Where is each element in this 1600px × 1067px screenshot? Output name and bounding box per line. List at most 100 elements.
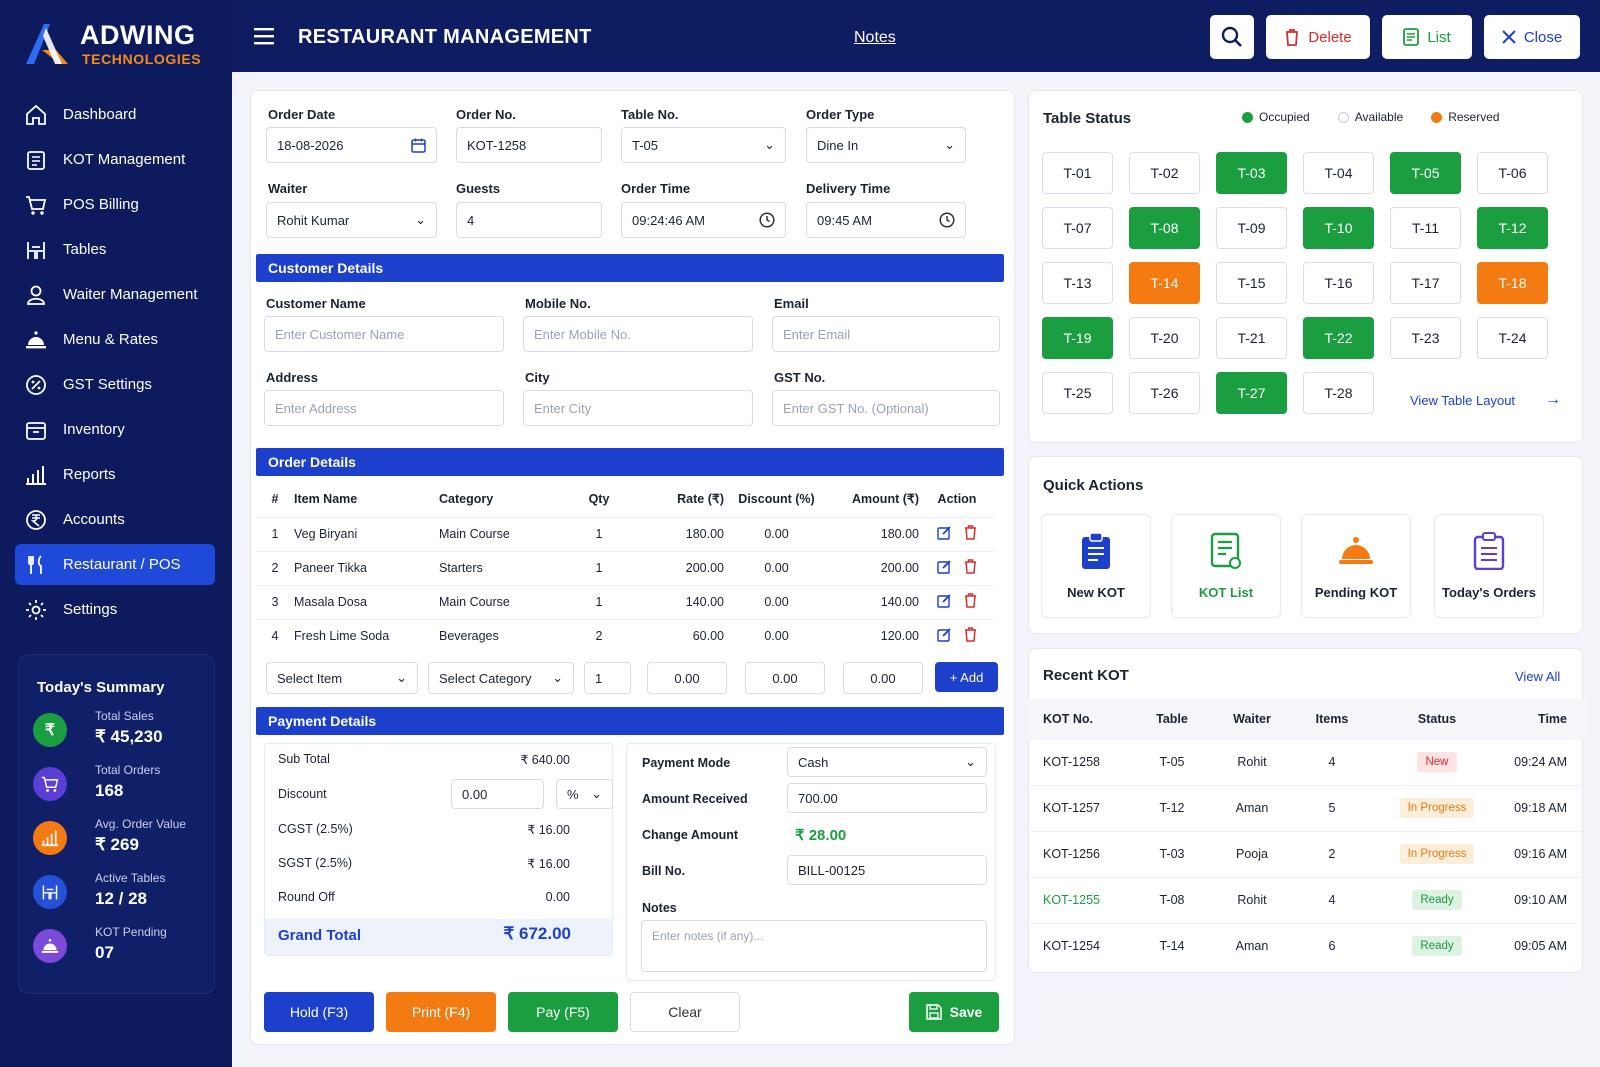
email-input[interactable]: Enter Email [772, 316, 1000, 352]
delivery-time-field[interactable]: 09:45 AM [806, 202, 966, 238]
waiter-select[interactable]: Rohit Kumar ⌄ [266, 202, 437, 238]
table-tile-t-19[interactable]: T-19 [1042, 317, 1113, 359]
table-tile-t-14[interactable]: T-14 [1129, 262, 1200, 304]
amount-received-input[interactable]: 700.00 [787, 783, 987, 813]
table-tile-t-04[interactable]: T-04 [1303, 152, 1374, 194]
bill-no-field[interactable]: BILL-00125 [787, 855, 987, 885]
edit-icon[interactable] [937, 559, 952, 574]
gst-input[interactable]: Enter GST No. (Optional) [772, 390, 1000, 426]
trash-icon[interactable] [964, 559, 977, 574]
table-tile-t-06[interactable]: T-06 [1477, 152, 1548, 194]
brand-logo[interactable]: ADWING TECHNOLOGIES [22, 18, 222, 70]
hamburger-menu-icon[interactable] [254, 27, 276, 45]
table-tile-t-18[interactable]: T-18 [1477, 262, 1548, 304]
sidebar-item-kot-management[interactable]: KOT Management [15, 139, 215, 180]
notes-link[interactable]: Notes [854, 29, 896, 46]
trash-icon[interactable] [964, 525, 977, 540]
table-tile-t-26[interactable]: T-26 [1129, 372, 1200, 414]
city-input[interactable]: Enter City [523, 390, 753, 426]
table-tile-t-21[interactable]: T-21 [1216, 317, 1287, 359]
order-time-field[interactable]: 09:24:46 AM [621, 202, 786, 238]
clear-button[interactable]: Clear [630, 992, 740, 1032]
table-tile-t-25[interactable]: T-25 [1042, 372, 1113, 414]
pay-button[interactable]: Pay (F5) [508, 992, 618, 1032]
table-tile-t-17[interactable]: T-17 [1390, 262, 1461, 304]
table-tile-t-27[interactable]: T-27 [1216, 372, 1287, 414]
table-tile-t-07[interactable]: T-07 [1042, 207, 1113, 249]
table-tile-t-28[interactable]: T-28 [1303, 372, 1374, 414]
table-tile-t-03[interactable]: T-03 [1216, 152, 1287, 194]
order-date-label: Order Date [268, 107, 336, 122]
edit-icon[interactable] [937, 525, 952, 540]
sidebar-item-gst-settings[interactable]: GST Settings [15, 364, 215, 405]
discount-unit-select[interactable]: % ⌄ [556, 779, 613, 809]
view-table-layout-link[interactable]: View Table Layout → [1410, 391, 1561, 409]
hold-button[interactable]: Hold (F3) [264, 992, 374, 1032]
mobile-input[interactable]: Enter Mobile No. [523, 316, 753, 352]
close-button[interactable]: Close [1484, 15, 1580, 59]
pending-kot-button[interactable]: Pending KOT [1301, 514, 1411, 618]
kot-list-button[interactable]: KOT List [1171, 514, 1281, 618]
calendar-icon[interactable] [411, 138, 426, 153]
search-button[interactable] [1210, 15, 1254, 59]
table-tile-t-15[interactable]: T-15 [1216, 262, 1287, 304]
table-tile-t-23[interactable]: T-23 [1390, 317, 1461, 359]
table-tile-t-05[interactable]: T-05 [1390, 152, 1461, 194]
select-item-dropdown[interactable]: Select Item ⌄ [266, 662, 418, 694]
table-tile-t-24[interactable]: T-24 [1477, 317, 1548, 359]
guests-field[interactable]: 4 [456, 202, 602, 238]
sidebar-item-menu-rates[interactable]: Menu & Rates [15, 319, 215, 360]
table-tile-t-12[interactable]: T-12 [1477, 207, 1548, 249]
sidebar-item-accounts[interactable]: Accounts [15, 499, 215, 540]
sidebar-item-waiter-management[interactable]: Waiter Management [15, 274, 215, 315]
delete-button[interactable]: Delete [1266, 15, 1370, 59]
table-no-select[interactable]: T-05 ⌄ [621, 127, 786, 163]
order-no-field[interactable]: KOT-1258 [456, 127, 602, 163]
table-row[interactable]: KOT-1254 T-14 Aman 6 Ready 09:05 AM [1027, 922, 1587, 969]
table-tile-t-08[interactable]: T-08 [1129, 207, 1200, 249]
discount-input[interactable]: 0.00 [451, 779, 544, 809]
sidebar-item-pos-billing[interactable]: POS Billing [15, 184, 215, 225]
add-item-button[interactable]: + Add [935, 662, 998, 692]
table-tile-t-13[interactable]: T-13 [1042, 262, 1113, 304]
todays-orders-button[interactable]: Today's Orders [1434, 514, 1544, 618]
table-row[interactable]: KOT-1255 T-08 Rohit 4 Ready 09:10 AM [1027, 876, 1587, 923]
payment-mode-select[interactable]: Cash ⌄ [787, 747, 987, 777]
view-all-link[interactable]: View All [1515, 669, 1561, 684]
select-category-dropdown[interactable]: Select Category ⌄ [428, 662, 574, 694]
table-row[interactable]: KOT-1256 T-03 Pooja 2 In Progress 09:16 AM [1027, 830, 1587, 877]
sidebar-item-dashboard[interactable]: Dashboard [15, 94, 215, 135]
save-button[interactable]: Save [909, 992, 999, 1032]
table-tile-t-01[interactable]: T-01 [1042, 152, 1113, 194]
notes-textarea[interactable]: Enter notes (if any)... [641, 920, 987, 972]
sidebar-item-reports[interactable]: Reports [15, 454, 215, 495]
address-input[interactable]: Enter Address [264, 390, 504, 426]
list-button[interactable]: List [1382, 15, 1472, 59]
sidebar-item-restaurant-pos[interactable]: Restaurant / POS [15, 544, 215, 585]
table-tile-t-02[interactable]: T-02 [1129, 152, 1200, 194]
trash-icon[interactable] [964, 627, 977, 642]
edit-icon[interactable] [937, 593, 952, 608]
sidebar-item-tables[interactable]: Tables [15, 229, 215, 270]
add-amount-input[interactable]: 0.00 [843, 662, 923, 694]
table-tile-t-16[interactable]: T-16 [1303, 262, 1374, 304]
table-row[interactable]: KOT-1257 T-12 Aman 5 In Progress 09:18 AM [1027, 784, 1587, 831]
table-tile-t-22[interactable]: T-22 [1303, 317, 1374, 359]
add-qty-input[interactable]: 1 [584, 662, 631, 694]
table-tile-t-20[interactable]: T-20 [1129, 317, 1200, 359]
table-tile-t-10[interactable]: T-10 [1303, 207, 1374, 249]
sidebar-item-settings[interactable]: Settings [15, 589, 215, 630]
edit-icon[interactable] [937, 627, 952, 642]
new-kot-button[interactable]: New KOT [1041, 514, 1151, 618]
add-rate-input[interactable]: 0.00 [647, 662, 727, 694]
table-row[interactable]: KOT-1258 T-05 Rohit 4 New 09:24 AM [1027, 738, 1587, 785]
order-date-field[interactable]: 18-08-2026 [266, 127, 437, 163]
customer-name-input[interactable]: Enter Customer Name [264, 316, 504, 352]
table-tile-t-09[interactable]: T-09 [1216, 207, 1287, 249]
trash-icon[interactable] [964, 593, 977, 608]
add-discount-input[interactable]: 0.00 [745, 662, 825, 694]
sidebar-item-inventory[interactable]: Inventory [15, 409, 215, 450]
table-tile-t-11[interactable]: T-11 [1390, 207, 1461, 249]
print-button[interactable]: Print (F4) [386, 992, 496, 1032]
order-type-select[interactable]: Dine In ⌄ [806, 127, 966, 163]
